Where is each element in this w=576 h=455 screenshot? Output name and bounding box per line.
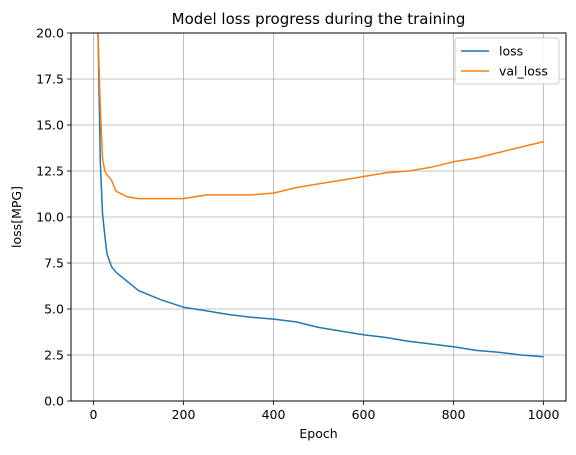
legend: loss val_loss bbox=[454, 37, 560, 85]
x-tick-label: 800 bbox=[442, 407, 466, 422]
series-layer bbox=[97, 33, 544, 358]
y-tick-label: 15.0 bbox=[36, 118, 64, 133]
y-tick-label: 20.0 bbox=[36, 26, 64, 41]
legend-box bbox=[454, 37, 560, 85]
x-tick-label: 200 bbox=[172, 407, 196, 422]
x-tick-label: 600 bbox=[352, 407, 376, 422]
y-tick-label: 17.5 bbox=[36, 72, 64, 87]
legend-label-loss: loss bbox=[499, 44, 523, 59]
y-tick-label: 2.5 bbox=[44, 348, 64, 363]
x-tick-label: 400 bbox=[262, 407, 286, 422]
y-tick-label: 12.5 bbox=[36, 164, 64, 179]
y-axis-label: loss[MPG] bbox=[9, 186, 24, 248]
x-tick-label: 1000 bbox=[528, 407, 560, 422]
ticks: 0 200 400 600 800 1000 0.0 2.5 5.0 7.5 10.0 12.5 15.… bbox=[36, 26, 559, 423]
y-tick-label: 10.0 bbox=[36, 210, 64, 225]
y-tick-label: 5.0 bbox=[44, 302, 64, 317]
y-tick-label: 7.5 bbox=[44, 256, 64, 271]
series-line-val_loss bbox=[97, 33, 544, 200]
series-line-loss bbox=[97, 33, 544, 358]
x-axis-label: Epoch bbox=[299, 426, 337, 441]
grid bbox=[71, 32, 566, 402]
chart-title: Model loss progress during the training bbox=[172, 10, 466, 28]
y-tick-label: 0.0 bbox=[44, 394, 64, 409]
legend-label-val_loss: val_loss bbox=[499, 64, 548, 79]
x-tick-label: 0 bbox=[90, 407, 98, 422]
